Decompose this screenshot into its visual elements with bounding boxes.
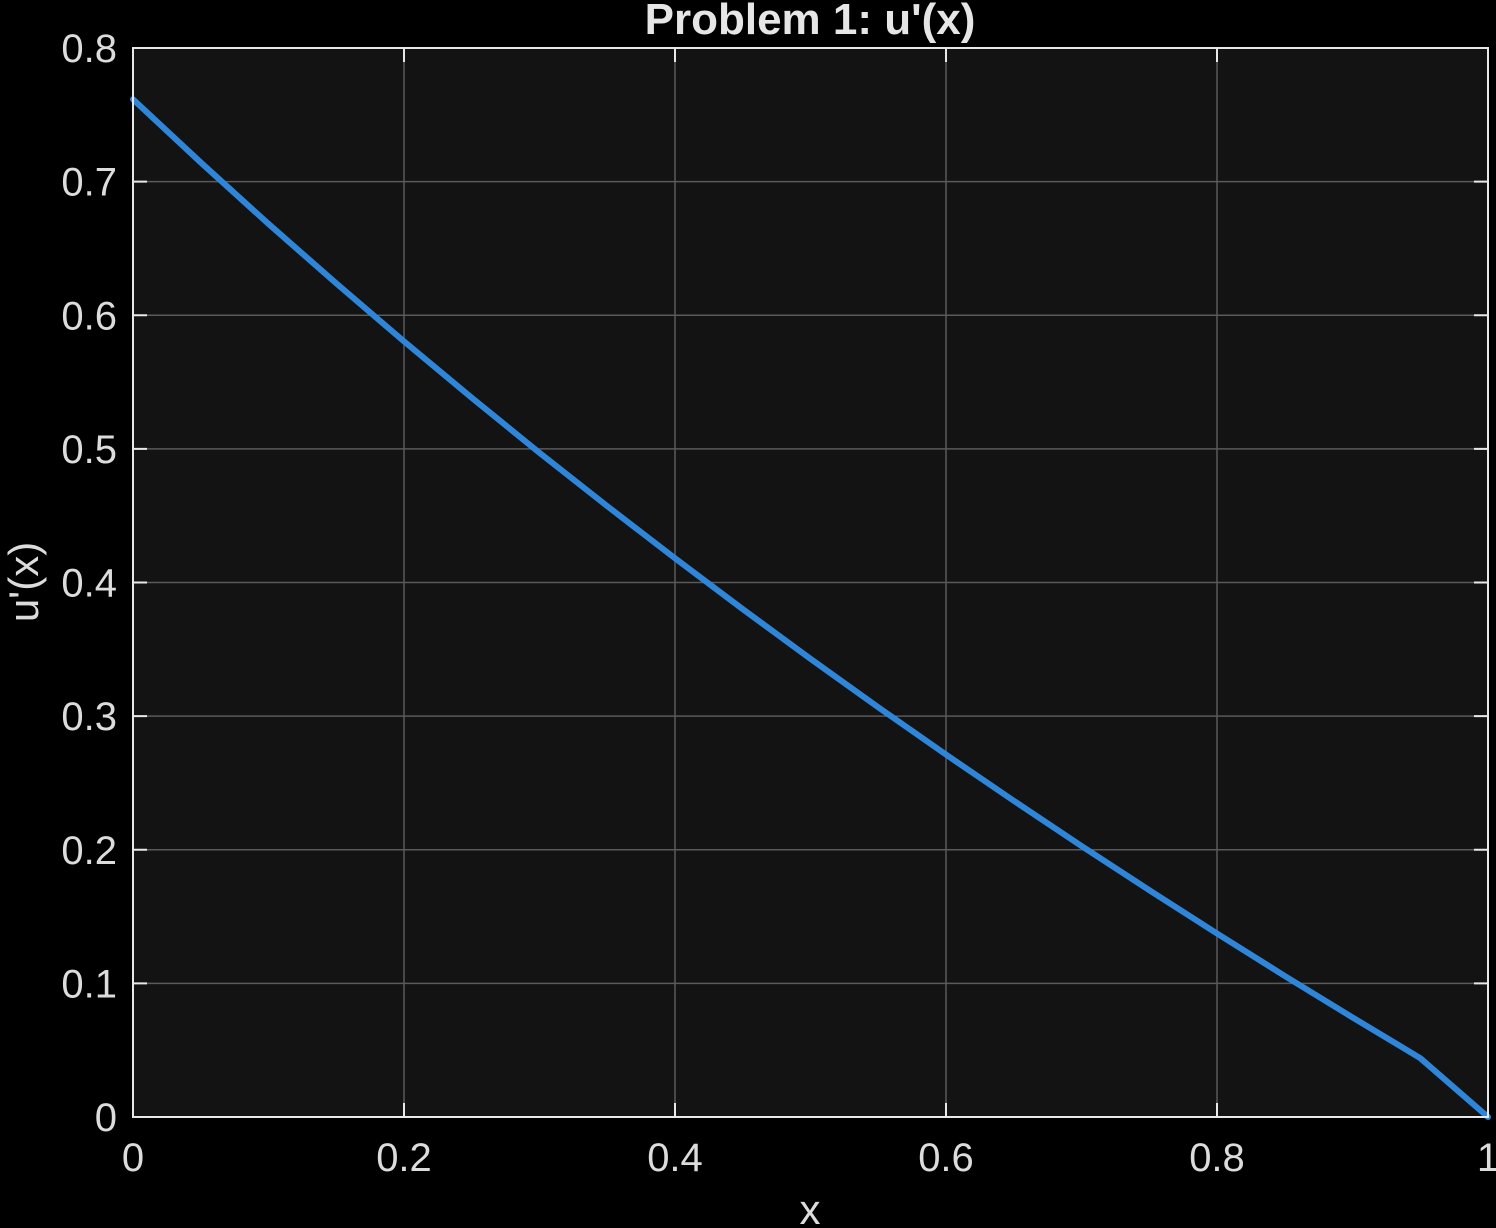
y-tick-labels: 0 0.1 0.2 0.3 0.4 0.5 0.6 0.7 0.8: [61, 27, 117, 1140]
y-tick-label: 0.6: [61, 294, 117, 338]
y-tick-label: 0.1: [61, 962, 117, 1006]
x-tick-label: 1: [1477, 1136, 1496, 1180]
x-tick-label: 0.6: [918, 1136, 974, 1180]
y-tick-label: 0.2: [61, 829, 117, 873]
x-tick-label: 0.8: [1189, 1136, 1245, 1180]
x-tick-label: 0.4: [647, 1136, 703, 1180]
y-tick-label: 0: [95, 1096, 117, 1140]
grid-lines: [133, 48, 1488, 1117]
y-axis-label: u'(x): [0, 542, 47, 622]
x-tick-label: 0.2: [376, 1136, 432, 1180]
x-tick-label: 0: [122, 1136, 144, 1180]
y-tick-label: 0.5: [61, 428, 117, 472]
tick-marks: [132, 47, 1489, 1118]
y-tick-label: 0.7: [61, 161, 117, 205]
series-layer: [130, 96, 1491, 1120]
y-tick-label: 0.3: [61, 695, 117, 739]
chart-title: Problem 1: u'(x): [645, 0, 976, 44]
series-line: [130, 96, 1491, 1120]
y-tick-label: 0.4: [61, 562, 117, 606]
x-axis-label: x: [800, 1186, 821, 1228]
y-tick-label: 0.8: [61, 27, 117, 71]
x-tick-labels: 0 0.2 0.4 0.6 0.8 1: [122, 1136, 1496, 1180]
